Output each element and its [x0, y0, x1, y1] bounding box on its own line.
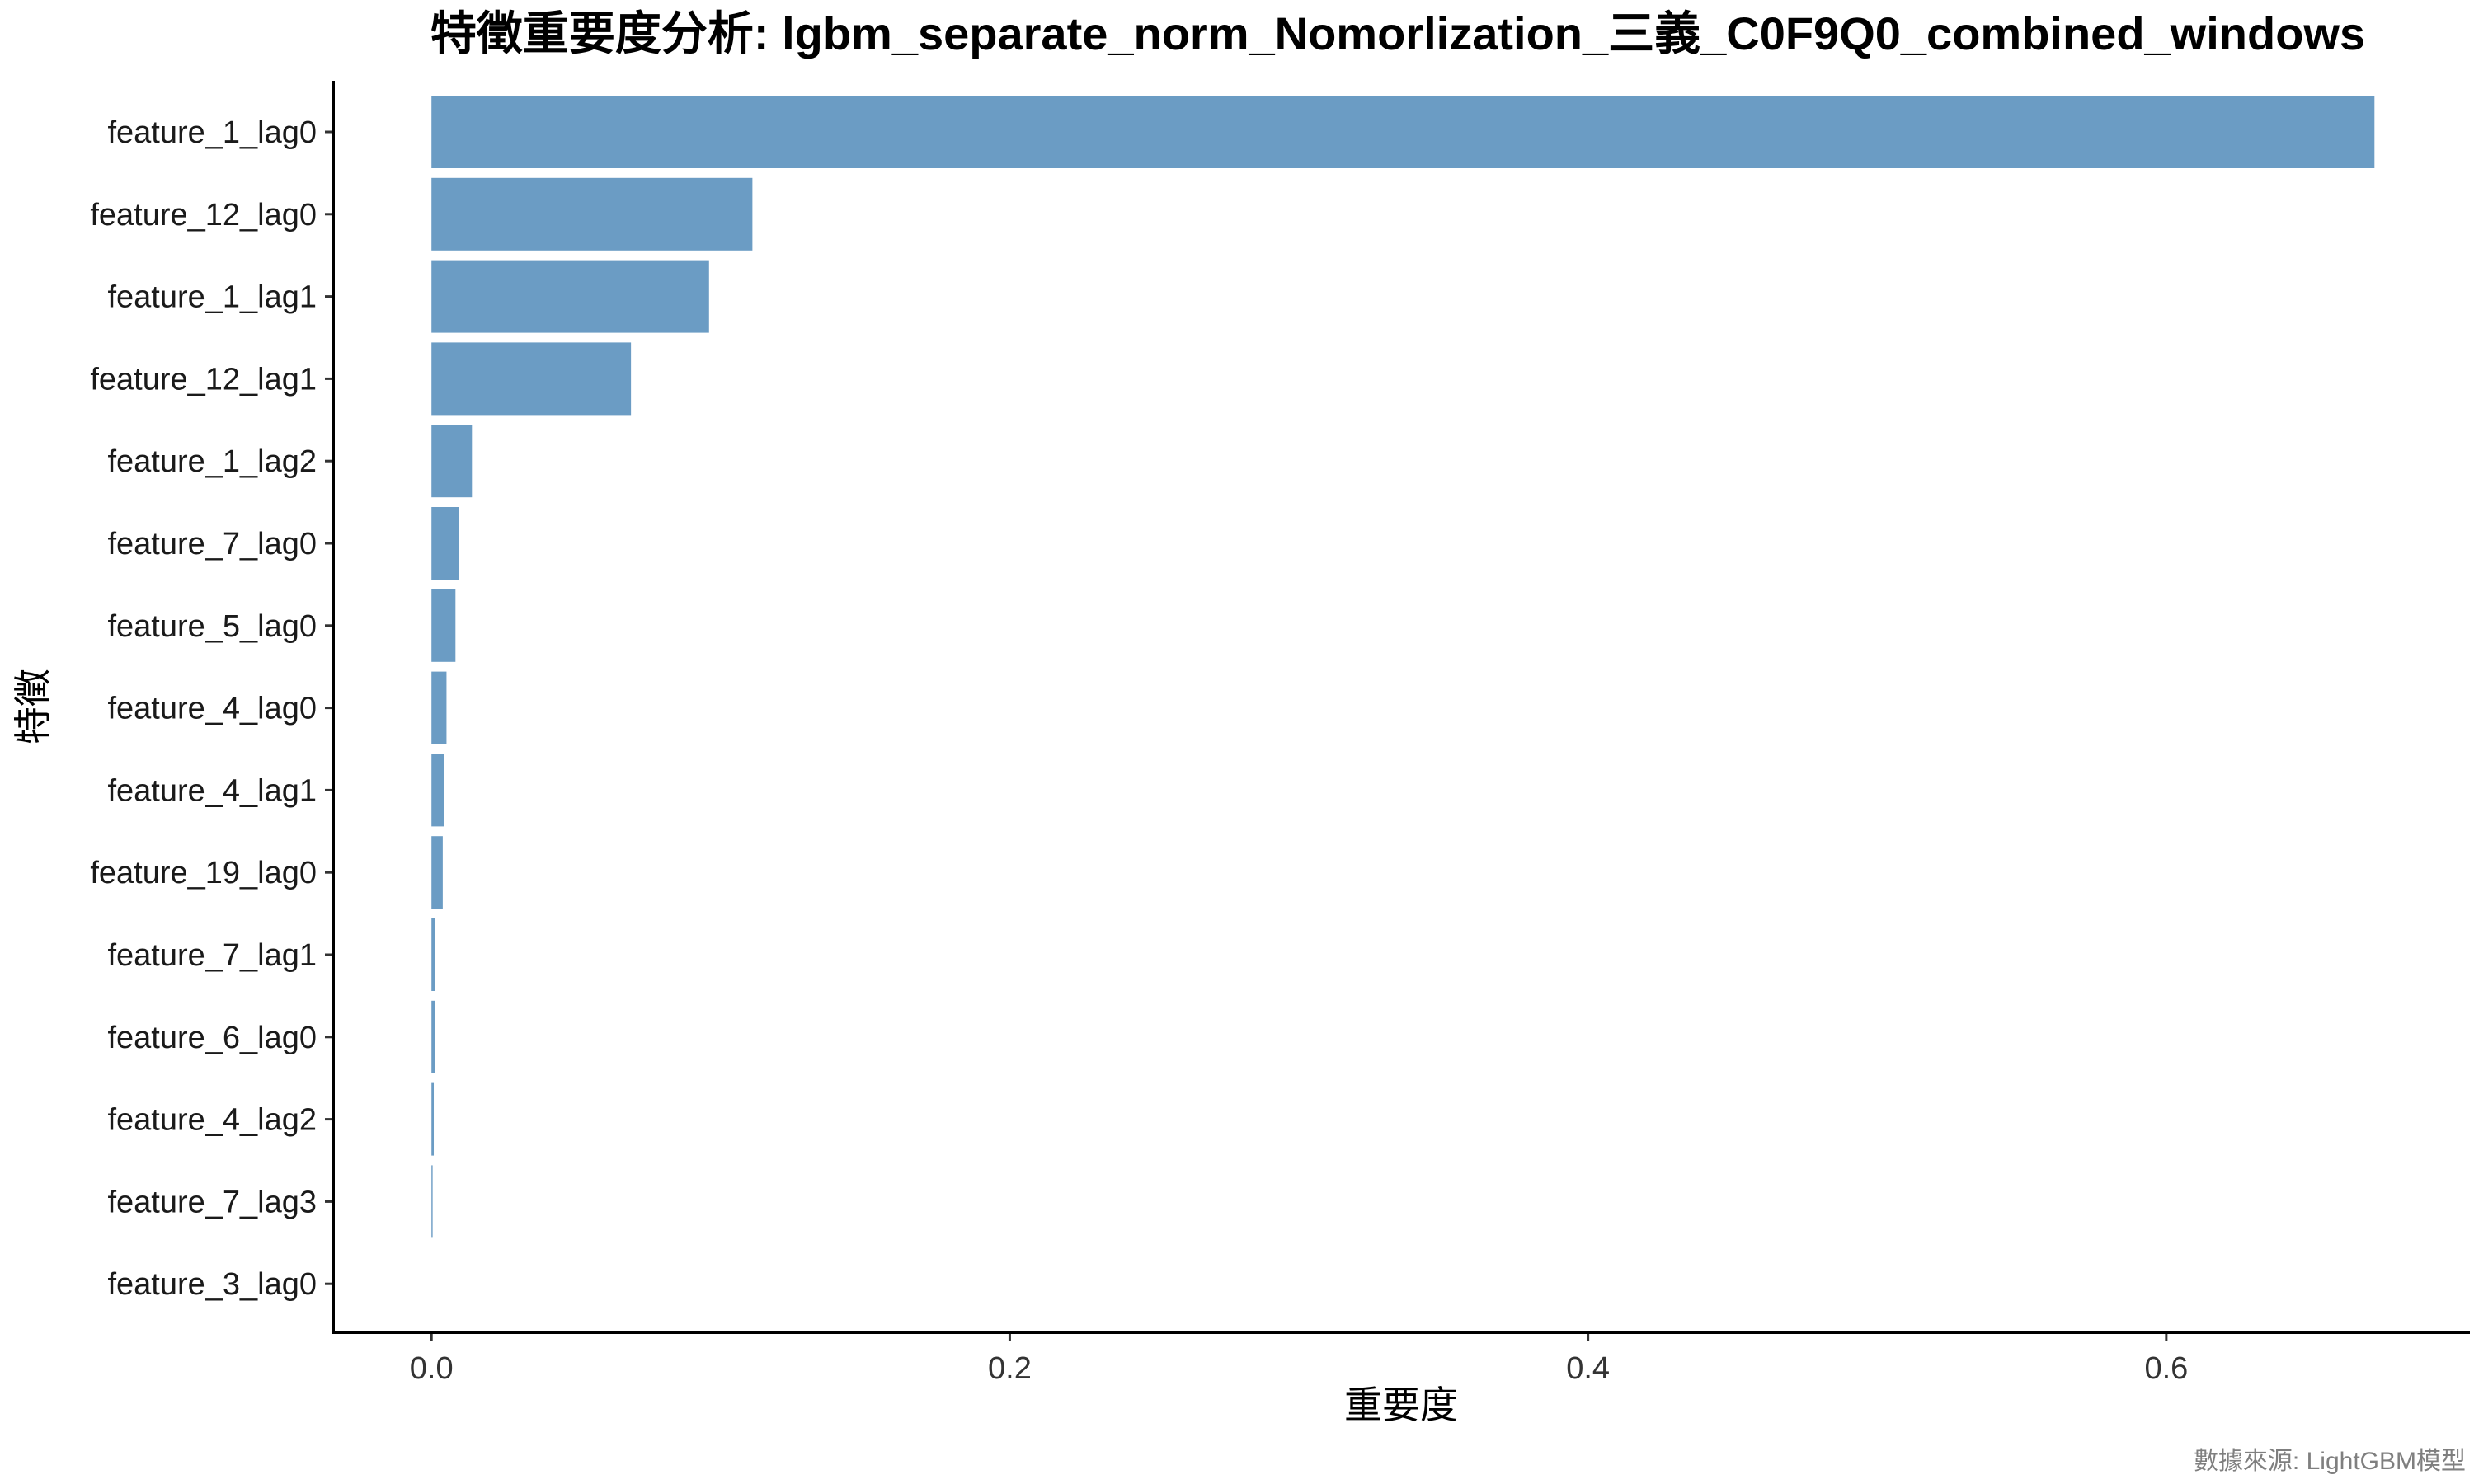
y-tick-label: feature_7_lag3 [107, 1185, 317, 1219]
x-axis-ticks: 0.0 0.2 0.4 0.6 [410, 1332, 2188, 1386]
data-source-caption: 數據來源: LightGBM模型 [2194, 1448, 2466, 1475]
y-tick-label: feature_5_lag0 [107, 609, 317, 644]
bar-feature-19-lag0 [431, 836, 443, 909]
x-tick-label: 0.2 [988, 1351, 1032, 1386]
y-tick-label: feature_3_lag0 [107, 1267, 317, 1302]
y-tick-label: feature_6_lag0 [107, 1021, 317, 1055]
bar-feature-7-lag3 [431, 1165, 433, 1238]
y-axis-title: 特徵 [12, 669, 54, 744]
x-tick-label: 0.0 [410, 1351, 454, 1386]
y-tick-label: feature_1_lag1 [107, 280, 317, 315]
bar-feature-5-lag0 [431, 589, 456, 662]
bar-feature-1-lag0 [431, 96, 2375, 168]
bar-feature-4-lag1 [431, 754, 444, 827]
y-tick-label: feature_19_lag0 [90, 856, 317, 890]
bar-feature-7-lag1 [431, 918, 435, 991]
bar-feature-4-lag2 [431, 1082, 435, 1156]
bar-feature-1-lag2 [431, 425, 473, 498]
y-tick-label: feature_4_lag1 [107, 773, 317, 808]
x-axis-title: 重要度 [1344, 1383, 1458, 1426]
y-tick-label: feature_1_lag0 [107, 115, 317, 150]
bar-feature-7-lag0 [431, 507, 459, 580]
y-tick-label: feature_4_lag2 [107, 1103, 317, 1138]
x-tick-label: 0.6 [2144, 1351, 2188, 1386]
bar-feature-12-lag0 [431, 177, 753, 251]
y-axis-ticks: feature_1_lag0 feature_12_lag0 feature_1_l… [90, 115, 333, 1302]
y-tick-label: feature_1_lag2 [107, 444, 317, 479]
y-tick-label: feature_7_lag0 [107, 527, 317, 561]
bar-feature-1-lag1 [431, 260, 709, 333]
chart-title: 特徵重要度分析: lgbm_separate_norm_Nomorlizatio… [430, 7, 2365, 59]
y-tick-label: feature_12_lag1 [90, 362, 317, 397]
bar-feature-6-lag0 [431, 1000, 435, 1073]
bars-group [431, 96, 2375, 1238]
y-tick-label: feature_12_lag0 [90, 198, 317, 232]
y-tick-label: feature_4_lag0 [107, 692, 317, 726]
y-tick-label: feature_7_lag1 [107, 938, 317, 973]
bar-feature-12-lag1 [431, 342, 632, 416]
bar-feature-4-lag0 [431, 671, 447, 744]
x-tick-label: 0.4 [1566, 1351, 1610, 1386]
